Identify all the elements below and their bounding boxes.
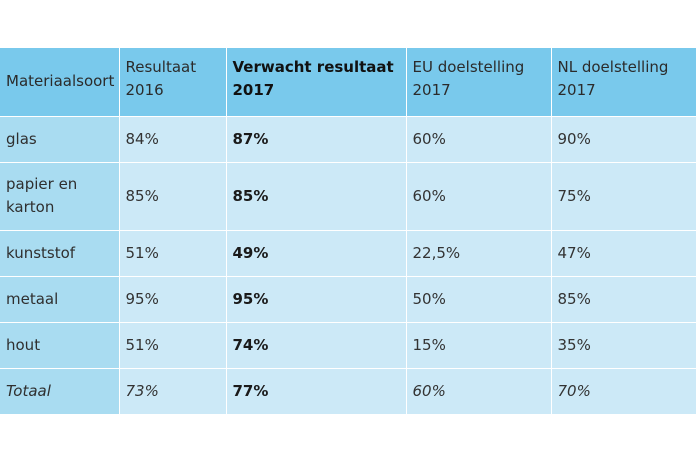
- result-2016-cell: 85%: [119, 162, 227, 231]
- nl-target-cell: 35%: [551, 322, 696, 369]
- table-row: metaal 95% 95% 50% 85%: [0, 276, 696, 323]
- expected-2017-cell: 85%: [226, 162, 407, 231]
- result-2016-cell: 73%: [119, 368, 227, 415]
- recycling-results-table: Materiaalsoort Resultaat 2016 Verwacht re…: [0, 48, 696, 415]
- expected-2017-cell: 74%: [226, 322, 407, 369]
- nl-target-cell: 75%: [551, 162, 696, 231]
- eu-target-cell: 60%: [406, 116, 552, 163]
- eu-target-cell: 50%: [406, 276, 552, 323]
- expected-2017-cell: 49%: [226, 230, 407, 277]
- material-cell: glas: [0, 116, 120, 163]
- header-result-2016: Resultaat 2016: [119, 48, 227, 117]
- result-2016-cell: 51%: [119, 230, 227, 277]
- material-cell: Totaal: [0, 368, 120, 415]
- table-row: glas 84% 87% 60% 90%: [0, 116, 696, 163]
- header-nl-target-2017: NL doelstelling 2017: [551, 48, 696, 117]
- header-row: Materiaalsoort Resultaat 2016 Verwacht re…: [0, 48, 696, 117]
- expected-2017-cell: 87%: [226, 116, 407, 163]
- result-2016-cell: 51%: [119, 322, 227, 369]
- nl-target-cell: 85%: [551, 276, 696, 323]
- eu-target-cell: 15%: [406, 322, 552, 369]
- nl-target-cell: 70%: [551, 368, 696, 415]
- result-2016-cell: 84%: [119, 116, 227, 163]
- nl-target-cell: 90%: [551, 116, 696, 163]
- material-cell: kunststof: [0, 230, 120, 277]
- eu-target-cell: 60%: [406, 162, 552, 231]
- header-eu-target-2017: EU doelstelling 2017: [406, 48, 552, 117]
- eu-target-cell: 60%: [406, 368, 552, 415]
- table-header: Materiaalsoort Resultaat 2016 Verwacht re…: [0, 48, 696, 117]
- material-cell: papier en karton: [0, 162, 120, 231]
- eu-target-cell: 22,5%: [406, 230, 552, 277]
- table-row: papier en karton 85% 85% 60% 75%: [0, 162, 696, 231]
- table-row: kunststof 51% 49% 22,5% 47%: [0, 230, 696, 277]
- table-row: hout 51% 74% 15% 35%: [0, 322, 696, 369]
- table-body: glas 84% 87% 60% 90% papier en karton 85%…: [0, 116, 696, 415]
- nl-target-cell: 47%: [551, 230, 696, 277]
- header-expected-2017: Verwacht resultaat 2017: [226, 48, 407, 117]
- material-cell: metaal: [0, 276, 120, 323]
- header-material: Materiaalsoort: [0, 48, 120, 117]
- total-row: Totaal 73% 77% 60% 70%: [0, 368, 696, 415]
- expected-2017-cell: 77%: [226, 368, 407, 415]
- result-2016-cell: 95%: [119, 276, 227, 323]
- expected-2017-cell: 95%: [226, 276, 407, 323]
- material-cell: hout: [0, 322, 120, 369]
